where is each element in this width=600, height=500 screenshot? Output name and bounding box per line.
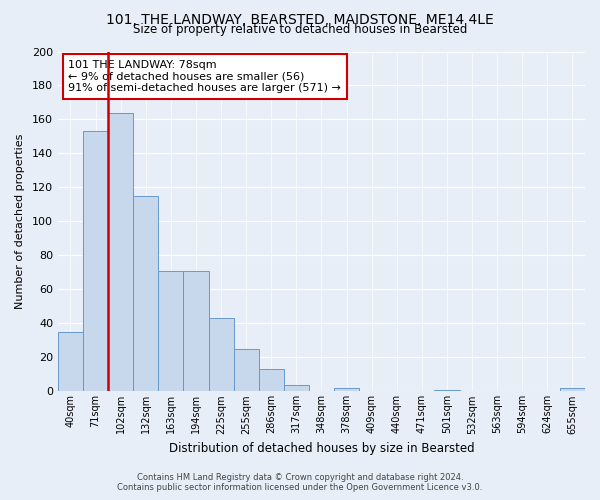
X-axis label: Distribution of detached houses by size in Bearsted: Distribution of detached houses by size …	[169, 442, 474, 455]
Y-axis label: Number of detached properties: Number of detached properties	[15, 134, 25, 309]
Text: Contains HM Land Registry data © Crown copyright and database right 2024.
Contai: Contains HM Land Registry data © Crown c…	[118, 473, 482, 492]
Bar	[184, 270, 209, 392]
Bar	[133, 196, 158, 392]
Bar	[209, 318, 233, 392]
Bar	[259, 370, 284, 392]
Bar	[233, 349, 259, 392]
Bar	[158, 270, 184, 392]
Bar	[108, 112, 133, 392]
Text: Size of property relative to detached houses in Bearsted: Size of property relative to detached ho…	[133, 22, 467, 36]
Text: 101, THE LANDWAY, BEARSTED, MAIDSTONE, ME14 4LE: 101, THE LANDWAY, BEARSTED, MAIDSTONE, M…	[106, 12, 494, 26]
Bar	[58, 332, 83, 392]
Bar	[284, 384, 309, 392]
Text: 101 THE LANDWAY: 78sqm
← 9% of detached houses are smaller (56)
91% of semi-deta: 101 THE LANDWAY: 78sqm ← 9% of detached …	[68, 60, 341, 93]
Bar	[334, 388, 359, 392]
Bar	[560, 388, 585, 392]
Bar	[434, 390, 460, 392]
Bar	[83, 132, 108, 392]
